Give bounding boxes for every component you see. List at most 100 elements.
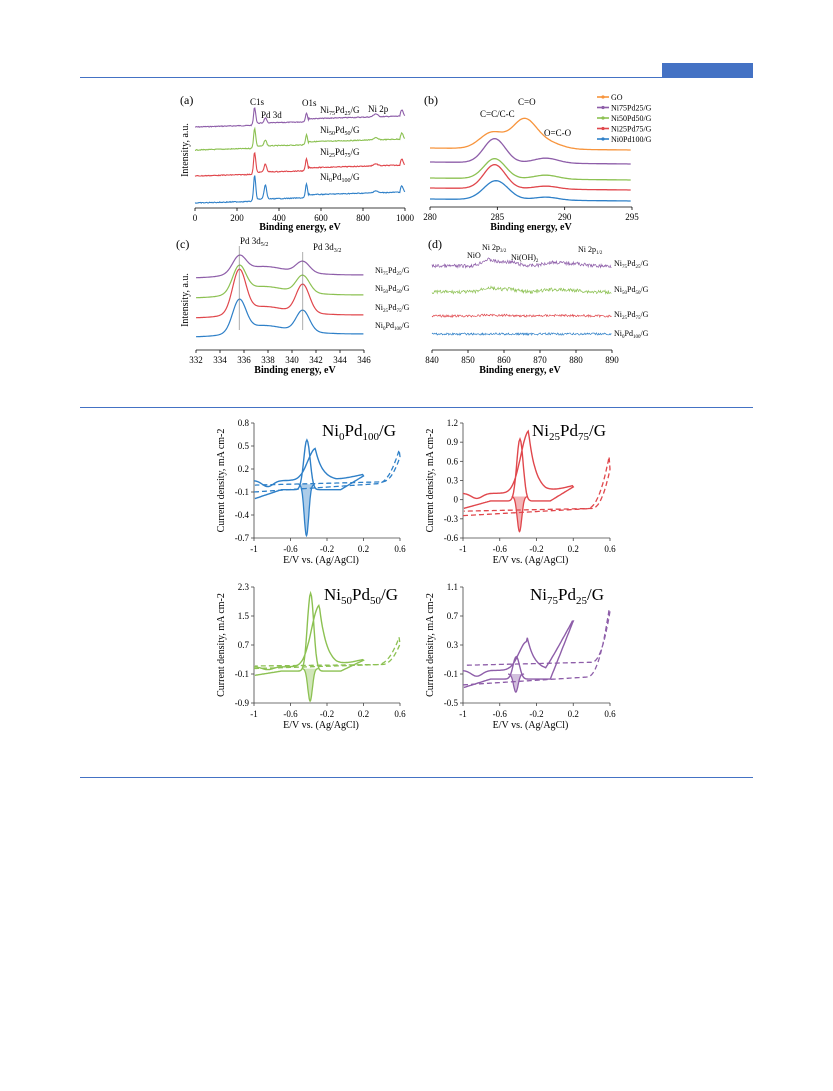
panel-c-tag: (c) <box>176 237 189 251</box>
cv0-ytick-label: 0.5 <box>238 441 250 451</box>
panel-c-xlabel: Binding energy, eV <box>254 365 336 376</box>
cv3-ytick-label: 0.7 <box>447 611 459 621</box>
panel-b-tick-label: 295 <box>625 212 639 222</box>
cv0-xtick-label: -0.2 <box>320 544 334 554</box>
cv0-ytick-label: -0.4 <box>235 510 250 520</box>
annot-oco: O=C-O <box>544 128 572 138</box>
cv3-xtick-label: -0.6 <box>493 709 508 719</box>
legend-marker <box>601 137 605 141</box>
cv1-title: Ni25Pd75/G <box>532 421 606 443</box>
cv0-xlabel: E/V vs. (Ag/AgCl) <box>283 555 359 566</box>
legend-label: Ni75Pd25/G <box>611 104 652 113</box>
panel-d-tick-label: 890 <box>605 355 619 365</box>
cv2-ytick-label: -0.1 <box>235 669 249 679</box>
cv1-ytick-label: -0.6 <box>444 533 459 543</box>
cv1-ytick-label: 0.3 <box>447 476 459 486</box>
annot-pd3d: Pd 3d <box>261 110 282 120</box>
header-rule <box>80 77 753 78</box>
xps-panel-d: (d) 840 850 860 870 880 890 Binding energy, e… <box>425 237 648 376</box>
series-d-1 <box>431 285 612 295</box>
panel-d-tag: (d) <box>428 237 442 251</box>
cv2-cv-solid <box>254 590 365 676</box>
label-d-ni25: Ni25Pd75/G <box>614 310 649 321</box>
series-a-0 <box>195 107 406 128</box>
cv1-xtick-label: 0.2 <box>568 544 579 554</box>
cv3-cv-dashed <box>462 607 611 686</box>
label-d-ni0: Ni0Pd100/G <box>614 329 649 340</box>
cv1-xtick-label: -1 <box>459 544 467 554</box>
panel-c-ylabel: Intensity, a.u. <box>180 273 191 327</box>
panel-a-tick-label: 200 <box>230 213 244 223</box>
legend-marker <box>601 116 605 120</box>
label-d-ni75: Ni75Pd25/G <box>614 259 649 270</box>
series-b-2 <box>430 157 631 181</box>
cv2-ytick-label: 1.5 <box>238 611 250 621</box>
cv2-xtick-label: -0.2 <box>320 709 334 719</box>
panel-a-tick-label: 1000 <box>396 213 415 223</box>
legend-label: GO <box>611 93 623 102</box>
series-d-3 <box>431 332 612 337</box>
panel-a-tick-label: 400 <box>272 213 286 223</box>
annot-o1s: O1s <box>302 98 317 108</box>
panel-d-tick-label: 870 <box>533 355 547 365</box>
legend-marker <box>601 95 605 99</box>
cv3-xtick-label: 0.6 <box>604 709 616 719</box>
panel-d-tick-label: 850 <box>461 355 475 365</box>
cv0-ytick-label: 0.8 <box>238 418 250 428</box>
cv3-title: Ni75Pd25/G <box>530 585 604 607</box>
header-tab <box>662 63 753 77</box>
cv3-xtick-label: -0.2 <box>529 709 543 719</box>
cv3-xtick-label: 0.2 <box>568 709 579 719</box>
cv0-ytick-label: -0.1 <box>235 487 249 497</box>
panel-b-tick-label: 290 <box>558 212 572 222</box>
label-c-ni25: Ni25Pd75/G <box>375 303 410 314</box>
cv0-cv-dashed <box>253 449 401 493</box>
panel-a-xlabel: Binding energy, eV <box>259 222 341 233</box>
cv3-ylabel: Current density, mA cm-2 <box>425 593 436 697</box>
panel-d-xlabel: Binding energy, eV <box>479 365 561 376</box>
cv2-xtick-label: 0.6 <box>394 709 406 719</box>
cv2-xtick-label: -0.6 <box>283 709 298 719</box>
panel-c-tick-label: 336 <box>237 355 251 365</box>
cv1-cv-dashed <box>463 456 611 517</box>
xps-panel-a: (a) Intensity, a.u. 0 200 400 600 800 1000 Bi… <box>180 93 415 233</box>
cv-panel-ni0pd100: 0.8 0.5 0.2 -0.1 -0.4 -0.7-1 -0.6 -0.2 0.2 0.6 E/V… <box>216 418 406 566</box>
panel-c-tick-label: 340 <box>285 355 299 365</box>
cv2-ytick-label: 2.3 <box>238 582 250 592</box>
cv0-reduction-peak <box>298 483 315 538</box>
series-b-3 <box>430 163 631 191</box>
cv2-xlabel: E/V vs. (Ag/AgCl) <box>283 720 359 731</box>
cv0-cv-solid <box>253 438 365 500</box>
cv2-cv-dashed <box>253 637 401 670</box>
annot-nioh2: Ni(OH)2 <box>511 253 539 264</box>
cv0-xtick-label: 0.6 <box>394 544 406 554</box>
cv0-ylabel: Current density, mA cm-2 <box>216 429 227 533</box>
series-d-2 <box>431 313 612 318</box>
annot-ni2p: Ni 2p <box>368 104 389 114</box>
cv3-xlabel: E/V vs. (Ag/AgCl) <box>493 720 569 731</box>
panel-b-xlabel: Binding energy, eV <box>490 222 572 233</box>
series-c-0 <box>196 254 364 279</box>
cv3-cv-solid <box>462 620 575 689</box>
panel-a-tick-label: 0 <box>193 213 198 223</box>
label-a-ni0: Ni0Pd100/G <box>320 172 360 184</box>
cv0-ytick-label: -0.7 <box>235 533 250 543</box>
panel-a-ylabel: Intensity, a.u. <box>180 123 191 177</box>
label-c-ni50: Ni50Pd50/G <box>375 284 410 295</box>
annot-pd3d52: Pd 3d5/2 <box>240 236 268 248</box>
label-a-ni75: Ni75Pd25/G <box>320 105 360 117</box>
cv2-title: Ni50Pd50/G <box>324 585 398 607</box>
series-a-2 <box>194 151 405 177</box>
cv1-cv-solid <box>462 429 575 510</box>
annot-c1s: C1s <box>250 97 265 107</box>
cv1-ylabel: Current density, mA cm-2 <box>425 429 436 533</box>
annot-pd3d32: Pd 3d3/2 <box>313 242 341 254</box>
annot-ni2p32: Ni 2p3/2 <box>482 243 507 254</box>
label-d-ni50: Ni50Pd50/G <box>614 285 649 296</box>
series-c-1 <box>196 264 364 299</box>
panel-b-tick-label: 280 <box>423 212 437 222</box>
cv3-ytick-label: 0.3 <box>447 640 459 650</box>
cv-panel-ni50pd50: 2.3 1.5 0.7 -0.1 -0.9-1 -0.6 -0.2 0.2 0.6 E/V vs.… <box>216 582 406 731</box>
series-d-0 <box>431 257 612 269</box>
